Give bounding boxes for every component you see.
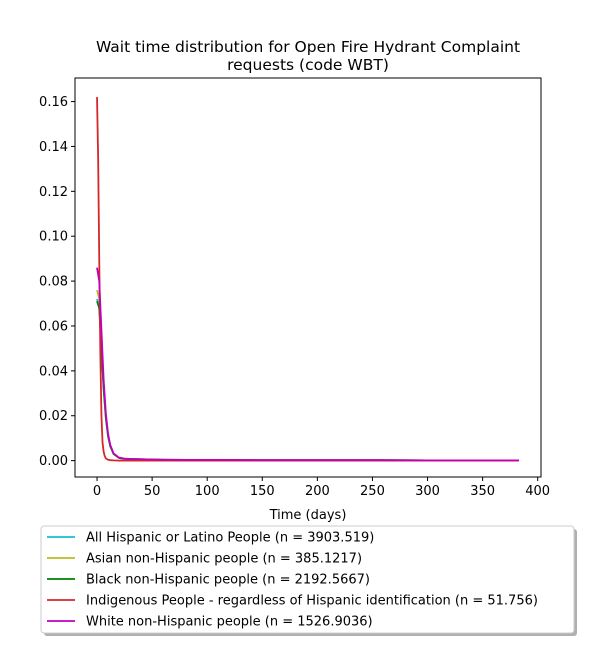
chart-title-line: Wait time distribution for Open Fire Hyd…: [96, 38, 520, 56]
series-line-4: [96, 267, 519, 462]
y-tick-label: 0.12: [39, 185, 68, 200]
legend: All Hispanic or Latino People (n = 3903.…: [40, 525, 577, 636]
x-tick-label: 100: [195, 484, 220, 499]
legend-entry-1: Asian non-Hispanic people (n = 385.1217): [86, 552, 362, 567]
x-axis-label: Time (days): [269, 508, 347, 523]
x-tick-label: 300: [415, 484, 440, 499]
series-line-3: [96, 97, 519, 462]
x-tick-label: 350: [470, 484, 495, 499]
x-tick-label: 50: [144, 484, 161, 499]
x-axis-ticks: 0 50 100 150 200 250 300 350 400: [93, 477, 550, 499]
series-line-0: [96, 298, 519, 462]
x-tick-label: 200: [305, 484, 330, 499]
x-tick-label: 250: [360, 484, 385, 499]
x-tick-label: 0: [93, 484, 101, 499]
y-tick-label: 0.00: [39, 454, 68, 469]
x-tick-label: 400: [525, 484, 550, 499]
legend-entry-0: All Hispanic or Latino People (n = 3903.…: [86, 531, 374, 546]
legend-entry-4: White non-Hispanic people (n = 1526.9036…: [86, 615, 373, 630]
y-axis-ticks: 0.00 0.02 0.04 0.06 0.08 0.10 0.12 0.14 0.16: [39, 95, 75, 469]
x-tick-label: 150: [250, 484, 275, 499]
legend-box: [40, 525, 575, 634]
series-line-2: [96, 301, 519, 462]
legend-entry-2: Black non-Hispanic people (n = 2192.5667…: [86, 573, 370, 588]
chart-title-line: requests (code WBT): [227, 56, 389, 74]
y-tick-label: 0.04: [39, 364, 68, 379]
legend-entry-3: Indigenous People - regardless of Hispan…: [86, 594, 538, 609]
chart-title: Wait time distribution for Open Fire Hyd…: [96, 38, 520, 74]
y-tick-label: 0.16: [39, 95, 68, 110]
y-tick-label: 0.06: [39, 319, 68, 334]
series-line-1: [96, 289, 519, 462]
axes-frame: [74, 77, 542, 478]
y-tick-label: 0.02: [39, 409, 68, 424]
y-tick-label: 0.08: [39, 275, 68, 290]
y-tick-label: 0.10: [39, 230, 68, 245]
y-tick-label: 0.14: [39, 140, 68, 155]
series-lines: [96, 97, 519, 462]
